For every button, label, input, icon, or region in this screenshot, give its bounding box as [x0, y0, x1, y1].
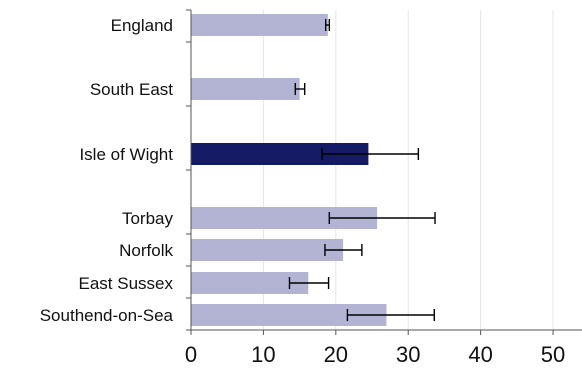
bar-east-sussex [191, 272, 309, 294]
axis-layer [186, 9, 582, 335]
x-tick-label: 40 [468, 342, 492, 367]
error-bar-layer [288, 19, 436, 321]
x-tick-label: 20 [324, 342, 348, 367]
category-label: Torbay [122, 209, 174, 228]
x-tick-label: 50 [541, 342, 565, 367]
bar-isle-of-wight [191, 143, 369, 165]
x-tick-label: 30 [396, 342, 420, 367]
bar-southend-on-sea [191, 304, 387, 326]
label-layer: 0 10 20 30 40 50 England South East Isle of Wigh… [40, 16, 566, 367]
category-label: East Sussex [79, 274, 174, 293]
category-label: South East [90, 80, 173, 99]
bar-south-east [191, 78, 300, 100]
category-label: England [111, 16, 173, 35]
x-tick-label: 0 [185, 342, 197, 367]
bar-norfolk [191, 239, 344, 261]
bar-england [191, 14, 328, 36]
bar-layer [191, 14, 387, 326]
category-label: Norfolk [119, 241, 173, 260]
category-label: Southend-on-Sea [40, 306, 174, 325]
bar-torbay [191, 207, 378, 229]
category-label: Isle of Wight [79, 145, 173, 164]
x-tick-label: 10 [251, 342, 275, 367]
